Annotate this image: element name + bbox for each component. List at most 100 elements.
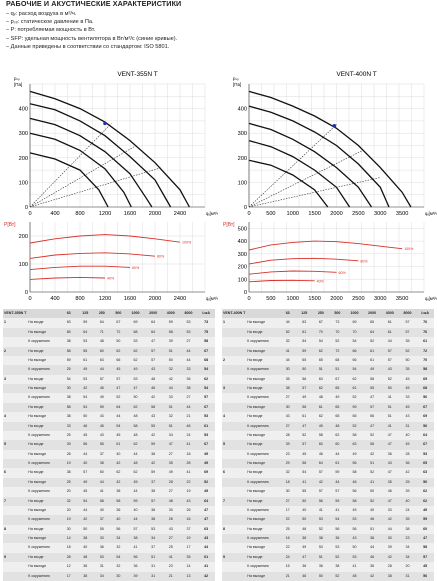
legend-line: – pₛᵥ: статическое давление в Па.: [6, 19, 94, 26]
table-cell: [3, 384, 28, 394]
table-cell: 62: [126, 468, 145, 478]
table-header-cell: 125: [295, 309, 313, 319]
table-cell: 57: [312, 487, 330, 497]
table-cell: 49: [197, 459, 215, 469]
y-tick-label: 300: [19, 131, 28, 137]
power-tick-label: 200: [19, 234, 28, 240]
table-cell: 65: [345, 412, 364, 422]
legend-line: – P: потребляемая мощность в Вт.: [6, 27, 96, 34]
table-cell: 46: [345, 477, 364, 488]
table-cell: 49: [295, 393, 313, 403]
table-cell: 52: [295, 430, 313, 441]
power-curve: [248, 270, 337, 275]
power-curve-label: 40%: [317, 279, 325, 283]
table-cell: 50: [110, 337, 127, 347]
power-x-tick-label: 0: [28, 296, 31, 302]
power-tick-label: 300: [238, 252, 247, 258]
table-cell: 61: [197, 552, 215, 563]
table-cell: 49: [126, 365, 145, 375]
table-cell: На входе: [27, 402, 61, 413]
table-cell: 61: [295, 327, 313, 338]
table-cell: 43: [345, 534, 364, 544]
table-cell: 44: [126, 487, 145, 497]
table-cell: 57: [329, 487, 346, 497]
table-cell: 58: [110, 496, 127, 506]
table-cell: 60: [93, 468, 111, 478]
legend-line: – qᵥ: расход воздуха в м³/ч.: [6, 11, 77, 17]
table-cell: 32: [60, 496, 77, 506]
table-cell: 38: [312, 534, 330, 544]
table-cell: 73: [329, 318, 346, 328]
table-cell: 44: [76, 505, 94, 516]
table-cell: 56: [345, 487, 364, 497]
table-cell: 45: [76, 487, 94, 497]
table-cell: 40: [76, 543, 94, 553]
power-x-tick-label: 1600: [124, 296, 136, 302]
x-tick-label: 3500: [396, 211, 408, 217]
table-cell: 57: [312, 468, 330, 478]
table-row: На выходе 65 64 71 72 68 64 58 53 75: [3, 327, 215, 338]
table-cell: 62: [312, 384, 330, 394]
table-cell: 52: [363, 468, 381, 478]
table-header-row: VENT-355N T 63 125 250 500 1000 2000 4000 8000 Lw…: [3, 309, 215, 319]
table-cell: 7: [3, 496, 28, 506]
table-cell: На входе: [246, 327, 280, 338]
table-cell: [222, 534, 247, 544]
table-cell: 55: [76, 346, 94, 356]
table-cell: К окружению: [246, 534, 280, 544]
table-cell: 23: [398, 534, 417, 544]
table-cell: 45: [398, 374, 417, 384]
operating-point: [332, 124, 337, 128]
table-cell: [222, 505, 247, 516]
x-tick-label: 500: [266, 211, 275, 217]
table-cell: 42: [363, 571, 381, 581]
power-curve-label: 60%: [339, 271, 347, 275]
table-cell: 54: [295, 468, 313, 478]
table-row: 8 На входе 25 48 52 56 56 51 44 38 60: [222, 524, 434, 534]
table-cell: 61: [363, 355, 381, 366]
power-x-tick-label: 1200: [99, 296, 111, 302]
table-cell: 50: [345, 543, 364, 553]
table-cell: 53: [76, 374, 94, 384]
table-row: На выходе 22 50 53 54 53 46 42 35 59: [222, 515, 434, 525]
table-cell: [3, 337, 28, 347]
table-cell: 70: [345, 327, 364, 338]
table-cell: 27: [161, 534, 180, 544]
table-cell: На выходе: [27, 505, 61, 516]
table-row: 6 На входе 32 54 57 59 58 52 47 42 63: [222, 468, 434, 478]
table-cell: 64: [363, 327, 381, 338]
table-cell: На выходе: [27, 449, 61, 459]
power-x-tick-label: 2000: [149, 296, 161, 302]
power-x-tick-label: 500: [266, 296, 275, 302]
table-cell: 64: [144, 318, 162, 328]
table-cell: 62: [126, 402, 145, 413]
table-cell: 59: [93, 402, 111, 413]
table-cell: 65: [329, 384, 346, 394]
table-cell: 53: [312, 515, 330, 525]
table-cell: К окружению: [246, 505, 280, 516]
table-cell: 1: [222, 318, 247, 328]
table-cell: 49: [345, 449, 364, 459]
sfp-line: [29, 123, 112, 208]
power-curve: [29, 234, 181, 244]
table-cell: 68: [197, 355, 215, 366]
x-tick-label: 1000: [287, 211, 299, 217]
table-cell: 38: [179, 384, 198, 394]
table-cell: 49: [312, 421, 330, 431]
table-cell: 41: [126, 543, 145, 553]
table-cell: 39: [380, 543, 399, 553]
y-axis-unit: [Па]: [233, 82, 241, 87]
table-header-cell: VENT-355N T: [3, 309, 28, 319]
table-cell: 50: [76, 412, 94, 422]
table-cell: 67: [110, 318, 127, 328]
table-cell: 27: [279, 421, 296, 431]
table-cell: 41: [312, 505, 330, 516]
table-cell: 8: [3, 524, 28, 534]
table-cell: 38: [60, 337, 77, 347]
table-cell: 56: [345, 459, 364, 469]
table-cell: 33: [60, 421, 77, 431]
table-cell: 44: [179, 402, 198, 413]
table-cell: 46: [144, 384, 162, 394]
table-cell: На входе: [27, 374, 61, 384]
legend-block: – qᵥ: расход воздуха в м³/ч. – pₛᵥ: стат…: [6, 10, 177, 51]
